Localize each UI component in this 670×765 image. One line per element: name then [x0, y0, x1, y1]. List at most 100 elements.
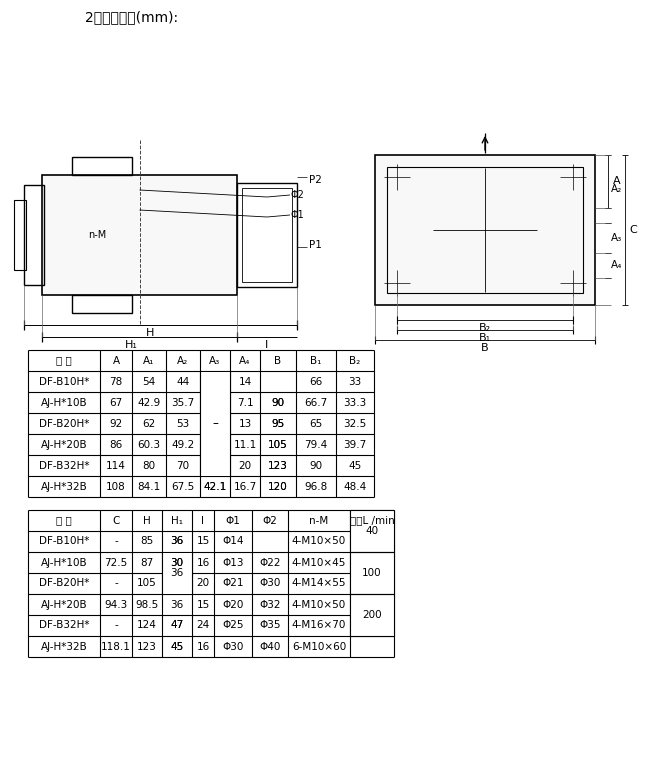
Text: A: A — [113, 356, 119, 366]
Text: B₁: B₁ — [310, 356, 322, 366]
Text: 105: 105 — [268, 440, 288, 450]
Text: AJ-H*32B: AJ-H*32B — [41, 642, 87, 652]
Text: 86: 86 — [109, 440, 123, 450]
Text: I: I — [202, 516, 204, 526]
Text: 44: 44 — [176, 376, 190, 386]
Bar — [375, 155, 595, 305]
Text: 4-M16×70: 4-M16×70 — [292, 620, 346, 630]
Text: 105: 105 — [137, 578, 157, 588]
Text: B: B — [481, 343, 489, 353]
Text: DF-B10H*: DF-B10H* — [39, 536, 89, 546]
Text: Φ32: Φ32 — [259, 600, 281, 610]
Text: 90: 90 — [271, 398, 285, 408]
Text: n-M: n-M — [88, 230, 106, 240]
Text: 16.7: 16.7 — [233, 481, 257, 491]
Text: 87: 87 — [141, 558, 153, 568]
Text: 42.1: 42.1 — [204, 481, 226, 491]
Text: 4-M14×55: 4-M14×55 — [291, 578, 346, 588]
Text: 45: 45 — [348, 461, 362, 470]
Text: A₁: A₁ — [143, 356, 155, 366]
Bar — [163, 552, 192, 594]
Text: 36: 36 — [170, 536, 184, 546]
Text: Φ21: Φ21 — [222, 578, 244, 588]
Text: 200: 200 — [362, 610, 382, 620]
Text: 30: 30 — [170, 558, 184, 568]
Bar — [237, 183, 297, 287]
Text: 70: 70 — [176, 461, 190, 470]
Text: 型 号: 型 号 — [56, 356, 72, 366]
Text: 60.3: 60.3 — [137, 440, 161, 450]
Text: Φ20: Φ20 — [222, 600, 244, 610]
Text: 65: 65 — [310, 418, 323, 428]
Text: A₂: A₂ — [178, 356, 189, 366]
Text: P2: P2 — [309, 175, 322, 185]
Text: Φ2: Φ2 — [263, 516, 277, 526]
Text: 6-M10×60: 6-M10×60 — [292, 642, 346, 652]
Text: A₃: A₃ — [611, 233, 622, 243]
Text: Φ30: Φ30 — [222, 642, 244, 652]
Text: DF-B32H*: DF-B32H* — [39, 461, 89, 470]
Text: 42.9: 42.9 — [137, 398, 161, 408]
Text: 4-M10×45: 4-M10×45 — [292, 558, 346, 568]
Text: 流量L /min: 流量L /min — [350, 516, 395, 526]
Text: 66: 66 — [310, 376, 323, 386]
Text: -: - — [114, 578, 118, 588]
Text: 20: 20 — [239, 461, 251, 470]
Text: AJ-H*32B: AJ-H*32B — [41, 481, 87, 491]
Text: 120: 120 — [268, 481, 288, 491]
Text: 114: 114 — [106, 461, 126, 470]
Text: 16: 16 — [196, 558, 210, 568]
Bar — [200, 372, 230, 476]
Text: 42.1: 42.1 — [204, 481, 226, 491]
Text: 85: 85 — [141, 536, 153, 546]
Text: 45: 45 — [170, 642, 184, 652]
Text: Φ1: Φ1 — [290, 210, 304, 220]
Text: 92: 92 — [109, 418, 123, 428]
Text: A: A — [613, 176, 621, 186]
Text: 型 号: 型 号 — [56, 516, 72, 526]
Text: DF-B20H*: DF-B20H* — [39, 418, 89, 428]
Text: AJ-H*10B: AJ-H*10B — [41, 398, 87, 408]
Text: n-M: n-M — [310, 516, 328, 526]
Text: 67.5: 67.5 — [172, 481, 194, 491]
Text: A₄: A₄ — [611, 260, 622, 270]
Text: B₂: B₂ — [479, 323, 491, 333]
Text: 32.5: 32.5 — [343, 418, 366, 428]
Text: C: C — [113, 516, 120, 526]
Text: AJ-H*20B: AJ-H*20B — [41, 440, 87, 450]
Text: H₁: H₁ — [125, 340, 138, 350]
Text: 90: 90 — [310, 461, 322, 470]
Text: 33.3: 33.3 — [343, 398, 366, 408]
Text: 11.1: 11.1 — [233, 440, 257, 450]
Text: 100: 100 — [362, 568, 382, 578]
Text: B₂: B₂ — [349, 356, 360, 366]
Bar — [350, 510, 393, 552]
Bar — [387, 167, 583, 293]
Text: Φ35: Φ35 — [259, 620, 281, 630]
Text: B₁: B₁ — [479, 333, 491, 343]
Text: 14: 14 — [239, 376, 252, 386]
Text: Φ1: Φ1 — [226, 516, 241, 526]
Bar — [242, 188, 292, 282]
Bar — [72, 295, 132, 313]
Text: Φ25: Φ25 — [222, 620, 244, 630]
Text: –: – — [212, 417, 218, 430]
Text: B: B — [275, 356, 281, 366]
Text: 53: 53 — [176, 418, 190, 428]
Text: DF-B32H*: DF-B32H* — [39, 620, 89, 630]
Text: 40: 40 — [365, 526, 379, 536]
Text: 124: 124 — [137, 620, 157, 630]
Text: Φ22: Φ22 — [259, 558, 281, 568]
Text: A₂: A₂ — [611, 184, 622, 194]
Text: -: - — [114, 620, 118, 630]
Text: 39.7: 39.7 — [343, 440, 366, 450]
Text: H: H — [146, 328, 155, 338]
Bar — [14, 200, 26, 270]
Text: 16: 16 — [196, 642, 210, 652]
Text: 105: 105 — [268, 440, 288, 450]
Text: 30: 30 — [170, 558, 184, 568]
Text: DF-B10H*: DF-B10H* — [39, 376, 89, 386]
Text: 62: 62 — [142, 418, 155, 428]
Text: 79.4: 79.4 — [304, 440, 328, 450]
Text: 120: 120 — [268, 481, 288, 491]
